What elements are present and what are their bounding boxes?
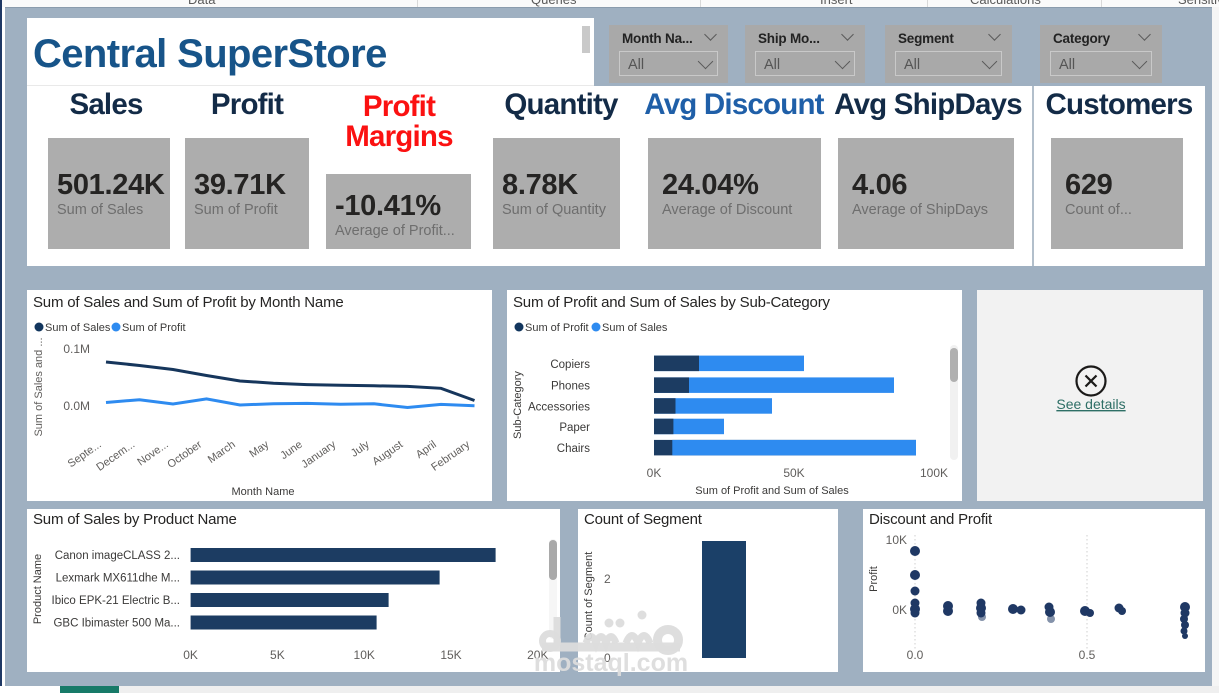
svg-text:Sub-Category: Sub-Category — [512, 371, 524, 439]
svg-text:0K: 0K — [892, 603, 907, 617]
svg-text:Sum of Profit and Sum of Sales: Sum of Profit and Sum of Sales — [695, 485, 849, 497]
svg-text:Count of Segment: Count of Segment — [583, 552, 595, 641]
svg-text:Ibico EPK-21 Electric B...: Ibico EPK-21 Electric B... — [52, 595, 180, 607]
svg-text:0K: 0K — [647, 466, 662, 480]
svg-text:Phones: Phones — [551, 381, 590, 393]
svg-text:0K: 0K — [183, 648, 198, 662]
svg-text:Sum of Sales and ...: Sum of Sales and ... — [33, 337, 45, 436]
svg-text:0.5: 0.5 — [1079, 648, 1096, 662]
svg-text:10K: 10K — [354, 648, 375, 662]
svg-text:Copiers: Copiers — [550, 359, 590, 371]
svg-text:5K: 5K — [270, 648, 285, 662]
svg-text:2: 2 — [604, 572, 611, 586]
svg-text:August: August — [370, 439, 405, 468]
svg-text:July: July — [349, 438, 372, 459]
svg-text:Discount and Profit: Discount and Profit — [869, 511, 993, 528]
svg-text:100K: 100K — [920, 466, 948, 480]
svg-text:Product Name: Product Name — [32, 554, 44, 624]
svg-text:Accessories: Accessories — [528, 402, 590, 414]
svg-text:mostaql.com: mostaql.com — [534, 649, 688, 677]
svg-text:Sum of Profit: Sum of Profit — [122, 322, 186, 334]
svg-text:Sum of Sales and Sum of Profit: Sum of Sales and Sum of Profit by Month … — [33, 294, 344, 311]
svg-text:Count of Segment: Count of Segment — [584, 511, 703, 528]
svg-text:March: March — [206, 439, 238, 466]
svg-text:Sum of Profit and Sum of Sales: Sum of Profit and Sum of Sales by Sub-Ca… — [513, 294, 830, 311]
svg-text:Sum of Sales: Sum of Sales — [602, 322, 668, 334]
svg-text:April: April — [414, 439, 439, 461]
svg-text:10K: 10K — [886, 533, 907, 547]
svg-text:Sum of Profit: Sum of Profit — [525, 322, 589, 334]
svg-text:January: January — [299, 438, 338, 471]
svg-text:0.0: 0.0 — [907, 648, 924, 662]
svg-text:0.1M: 0.1M — [63, 342, 90, 356]
svg-text:50K: 50K — [783, 466, 804, 480]
svg-text:Decem...: Decem... — [94, 439, 137, 474]
svg-text:Paper: Paper — [559, 422, 590, 434]
svg-text:June: June — [278, 439, 304, 463]
svg-text:Sum of Sales by Product Name: Sum of Sales by Product Name — [33, 511, 237, 528]
svg-text:Month Name: Month Name — [232, 486, 295, 498]
svg-text:Canon imageCLASS 2...: Canon imageCLASS 2... — [55, 550, 180, 562]
svg-text:October: October — [165, 438, 204, 470]
svg-text:15K: 15K — [440, 648, 461, 662]
svg-text:Sum of Sales: Sum of Sales — [45, 322, 111, 334]
svg-text:See details: See details — [1056, 396, 1125, 412]
svg-text:Lexmark MX611dhe M...: Lexmark MX611dhe M... — [56, 573, 180, 585]
svg-text:0.0M: 0.0M — [63, 399, 90, 413]
svg-text:May: May — [247, 438, 271, 460]
svg-text:GBC Ibimaster 500 Ma...: GBC Ibimaster 500 Ma... — [53, 618, 180, 630]
svg-text:February: February — [429, 438, 472, 473]
svg-text:0: 0 — [604, 651, 611, 665]
svg-text:Chairs: Chairs — [557, 443, 590, 455]
svg-text:Profit: Profit — [868, 566, 880, 592]
svg-text:Nove...: Nove... — [135, 439, 170, 469]
